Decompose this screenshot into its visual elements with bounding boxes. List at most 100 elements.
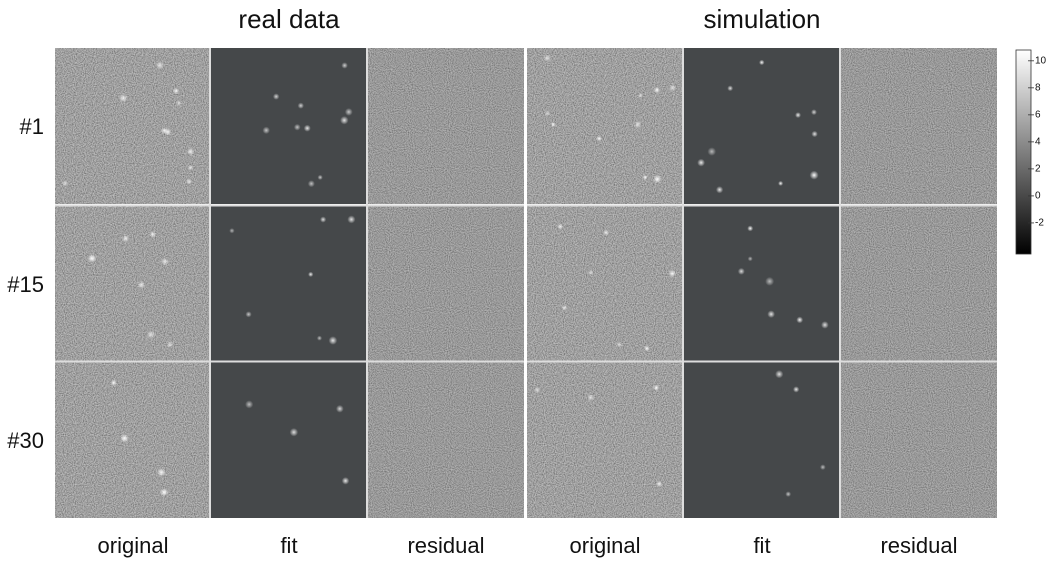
spot [229, 228, 234, 233]
spot [318, 175, 323, 180]
residual-image [841, 362, 997, 518]
residual-image [841, 206, 997, 362]
row-label: #30 [7, 428, 44, 453]
spot [778, 181, 783, 186]
spot [544, 54, 551, 61]
spot [156, 61, 164, 69]
spot [122, 235, 130, 243]
spot [188, 165, 193, 170]
spot [160, 488, 168, 496]
spot [345, 108, 353, 116]
spot [347, 215, 355, 223]
spot [317, 336, 322, 341]
spot [187, 148, 195, 156]
original-image [55, 206, 211, 362]
column-label: fit [280, 533, 297, 558]
fit-image [684, 206, 840, 362]
spot [820, 464, 826, 470]
group-title: simulation [703, 4, 820, 34]
spot [656, 481, 662, 487]
colorbar-tick-label: 10 [1035, 55, 1047, 66]
colorbar-tick-label: 8 [1035, 82, 1041, 93]
spot [173, 88, 179, 94]
colorbar [1016, 50, 1031, 254]
spot [765, 277, 774, 286]
spot [747, 225, 753, 231]
spot [62, 180, 68, 186]
spot [161, 258, 169, 266]
residual-image [841, 48, 997, 204]
spot [263, 127, 270, 134]
fit-image [211, 48, 367, 204]
spot [110, 380, 116, 386]
colorbar-tick-label: 6 [1035, 109, 1041, 120]
spot [562, 305, 568, 311]
spot [596, 136, 602, 142]
colorbar-tick-label: 2 [1035, 164, 1041, 175]
spot [157, 468, 166, 477]
row-label: #1 [20, 114, 44, 139]
spot [166, 341, 173, 348]
spot [336, 405, 344, 413]
fit-image [684, 362, 840, 518]
spot [329, 336, 338, 345]
spot [634, 121, 642, 129]
spot [308, 180, 315, 187]
spot [119, 94, 128, 103]
spot [654, 87, 660, 93]
spot [785, 491, 791, 497]
original-image [527, 362, 683, 518]
colorbar-tick-label: 4 [1035, 137, 1041, 148]
column-label: original [98, 533, 169, 558]
original-image [527, 206, 683, 362]
spot [147, 330, 156, 339]
spot [342, 477, 350, 485]
spot [810, 171, 819, 180]
spot [775, 370, 783, 378]
image-grid [55, 48, 997, 518]
column-label: original [570, 533, 641, 558]
spot [587, 394, 594, 401]
spot [551, 122, 556, 127]
spot [716, 186, 723, 193]
spot [149, 231, 156, 238]
spot [137, 281, 145, 289]
spot [795, 112, 801, 118]
residual-image [368, 206, 524, 362]
spot [308, 272, 313, 277]
row-label: #15 [7, 272, 44, 297]
colorbar-tick-label: 0 [1035, 191, 1041, 202]
spot [821, 321, 829, 329]
spot [298, 103, 304, 109]
spot [186, 178, 192, 184]
residual-image [368, 48, 524, 204]
spot [616, 342, 622, 348]
spot [88, 254, 97, 263]
column-label: residual [880, 533, 957, 558]
spot [273, 93, 279, 99]
spot [245, 400, 253, 408]
spot [759, 60, 764, 65]
spot [748, 256, 753, 261]
spot [793, 386, 799, 392]
spot [290, 428, 298, 436]
spot [669, 84, 677, 92]
spot [320, 216, 326, 222]
spot [294, 124, 301, 131]
figure: real data simulation #1#15#30originalfit… [0, 0, 1048, 565]
colorbar-tick-label: -2 [1035, 218, 1044, 229]
spot [707, 147, 716, 156]
original-image [55, 362, 211, 518]
spot [668, 270, 676, 278]
spot [727, 85, 733, 91]
spot [588, 270, 593, 275]
spot [545, 111, 551, 117]
spot [164, 128, 172, 136]
spot [697, 159, 705, 167]
spot [653, 175, 662, 184]
spot [245, 311, 251, 317]
spot [340, 116, 348, 124]
fit-image [211, 206, 367, 362]
spot [304, 125, 311, 132]
fit-image [211, 362, 367, 518]
